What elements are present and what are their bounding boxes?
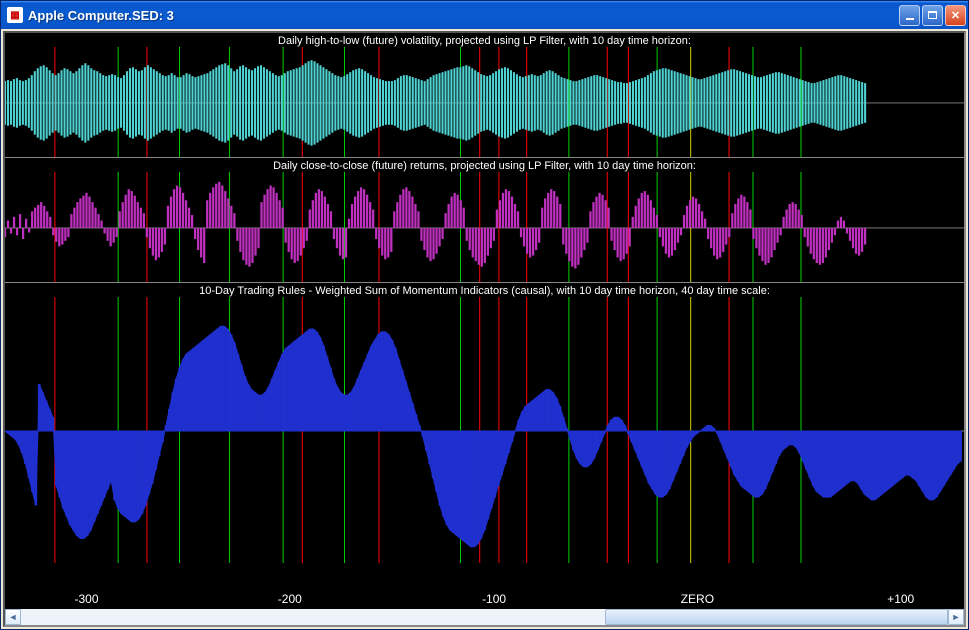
chart-panel-1: Daily close-to-close (future) returns, p… [5,158,964,283]
window-title: Apple Computer.SED: 3 [28,8,899,23]
scroll-left-button[interactable]: ◄ [5,609,21,625]
axis-tick-label: +100 [887,592,914,606]
chart-svg [5,33,964,157]
titlebar[interactable]: ▦ Apple Computer.SED: 3 ✕ [1,1,968,29]
scroll-thumb[interactable] [605,609,948,625]
axis-tick-label: -100 [482,592,506,606]
maximize-button[interactable] [922,5,943,26]
panel-title: Daily high-to-low (future) volatility, p… [5,33,964,49]
chart-svg [5,158,964,282]
chart-content: Daily high-to-low (future) volatility, p… [3,31,966,627]
window-buttons: ✕ [899,5,966,26]
panels-container: Daily high-to-low (future) volatility, p… [5,33,964,591]
panel-title: 10-Day Trading Rules - Weighted Sum of M… [5,283,964,299]
close-button[interactable]: ✕ [945,5,966,26]
scroll-right-button[interactable]: ► [948,609,964,625]
scroll-track[interactable] [21,609,948,625]
chart-panel-2: 10-Day Trading Rules - Weighted Sum of M… [5,283,964,563]
chart-svg [5,283,964,563]
axis-tick-label: ZERO [681,592,714,606]
horizontal-scrollbar[interactable]: ◄ ► [5,609,964,625]
panel-title: Daily close-to-close (future) returns, p… [5,158,964,174]
axis-tick-label: -200 [278,592,302,606]
axis-tick-label: -300 [74,592,98,606]
chart-panel-0: Daily high-to-low (future) volatility, p… [5,33,964,158]
minimize-button[interactable] [899,5,920,26]
app-window: ▦ Apple Computer.SED: 3 ✕ Daily high-to-… [0,0,969,630]
app-icon: ▦ [7,7,23,23]
x-axis: -300 -200 -100 ZERO +100 [5,591,964,609]
